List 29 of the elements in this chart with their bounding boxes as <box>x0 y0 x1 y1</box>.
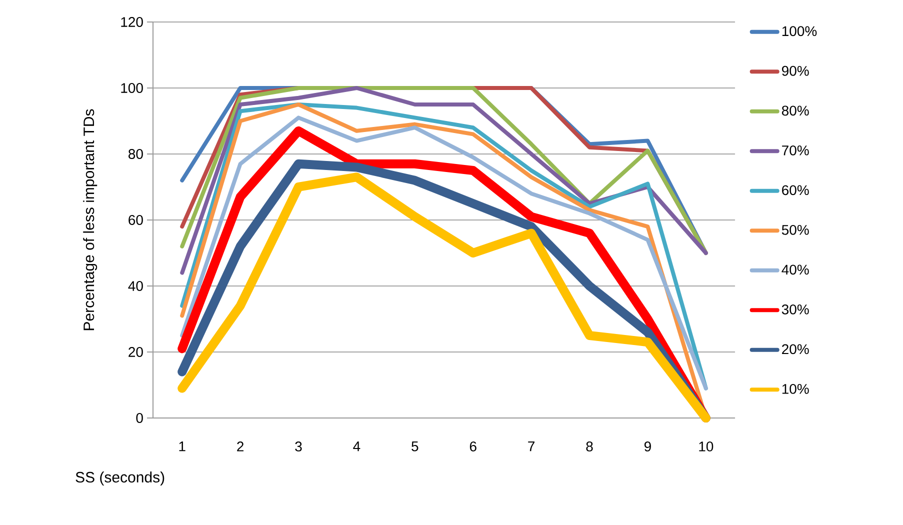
legend-label: 80% <box>782 106 809 116</box>
legend-label: 60% <box>782 185 809 196</box>
legend-label: 20% <box>782 344 809 354</box>
x-tick-label: 7 <box>528 442 534 452</box>
legend-label: 50% <box>782 224 809 235</box>
x-tick-label: 9 <box>644 442 651 452</box>
x-tick-label: 3 <box>295 442 302 452</box>
legend-label: 40% <box>782 264 809 275</box>
legend-label: 90% <box>782 66 809 76</box>
y-tick-label: 100 <box>121 83 143 93</box>
x-tick-label: 5 <box>412 442 418 452</box>
legend-label: 10% <box>782 384 809 394</box>
x-tick-label: 4 <box>353 442 360 452</box>
x-tick-label: 6 <box>470 442 476 452</box>
y-tick-label: 0 <box>136 413 143 423</box>
y-tick-label: 80 <box>128 149 143 159</box>
legend-label: 70% <box>782 145 809 156</box>
x-tick-label: 1 <box>179 442 186 452</box>
legend-label: 30% <box>782 304 809 314</box>
y-axis-title: Percentage of less important TDs <box>83 109 98 330</box>
y-tick-label: 20 <box>128 347 143 357</box>
x-tick-label: 8 <box>586 442 593 452</box>
x-tick-label: 10 <box>699 442 714 452</box>
y-tick-label: 60 <box>128 215 143 225</box>
y-tick-label: 40 <box>128 281 143 291</box>
legend-label: 100% <box>782 26 817 36</box>
x-tick-label: 2 <box>237 442 244 452</box>
x-axis-title: SS (seconds) <box>76 472 164 486</box>
y-tick-label: 120 <box>121 17 143 27</box>
